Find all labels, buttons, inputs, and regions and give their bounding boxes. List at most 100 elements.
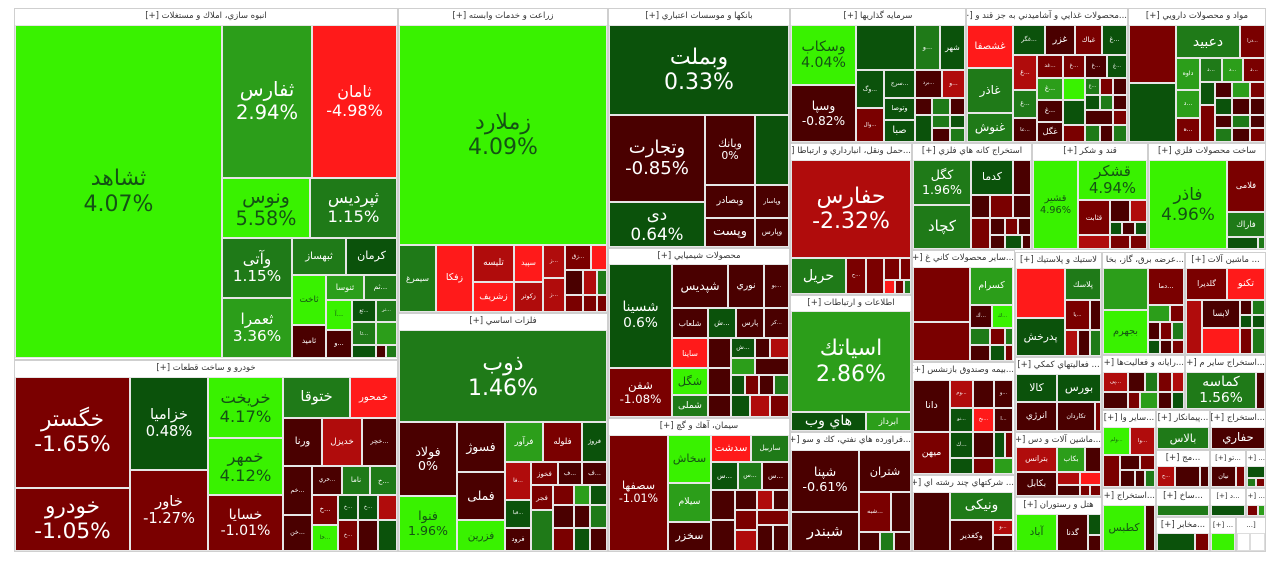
stock-cell[interactable]: فولاد 0% [399,422,457,496]
stock-cell[interactable]: ...خم [283,466,312,515]
stock-cell[interactable] [1148,305,1170,322]
stock-cell[interactable]: ورنا [283,418,322,466]
stock-cell[interactable] [970,328,990,345]
stock-cell[interactable] [990,218,1005,235]
sector-header[interactable]: ... [+] [1212,521,1234,529]
stock-cell[interactable] [1078,235,1110,249]
stock-cell[interactable]: ...زق [565,245,591,270]
stock-cell[interactable] [1256,478,1265,487]
stock-cell[interactable]: ...و [915,25,940,70]
sector-header[interactable]: ساخت محصولات فلزي [+] [1157,146,1257,156]
stock-cell[interactable]: هاي وب [791,412,866,431]
stock-cell[interactable] [970,345,990,361]
stock-cell[interactable] [378,495,397,520]
stock-cell[interactable]: ...بو [764,264,789,308]
stock-cell[interactable]: ...غ [1102,25,1127,55]
stock-cell[interactable] [711,520,735,551]
stock-cell[interactable] [386,345,397,358]
stock-cell[interactable]: ...سرج [884,70,915,98]
stock-cell[interactable]: ...بخ [973,408,994,432]
sector-header[interactable]: ...ماشين آلات و دس [+] [1016,435,1101,445]
stock-cell[interactable] [1240,300,1252,315]
stock-cell[interactable]: فجر [531,485,553,510]
sector-header[interactable]: لاستيك و پلاستيك [+] [1019,255,1098,265]
stock-cell[interactable] [1145,505,1155,551]
stock-cell[interactable] [1135,222,1147,235]
stock-cell[interactable]: فرآور [505,422,543,462]
stock-cell[interactable] [990,195,1013,218]
stock-cell[interactable] [1252,315,1265,328]
stock-cell[interactable]: غنوش [967,113,1013,142]
sector-header[interactable]: ...رايانه و فعاليت‌ها [+] [1103,358,1184,368]
stock-cell[interactable] [915,115,932,142]
stock-cell[interactable] [1016,268,1065,318]
stock-cell[interactable] [866,258,884,294]
stock-cell[interactable] [574,528,590,551]
stock-cell[interactable] [1237,533,1250,551]
stock-cell[interactable] [1120,455,1140,470]
stock-cell[interactable] [1211,533,1235,551]
stock-cell[interactable]: فخوز [531,462,558,485]
stock-cell[interactable] [1088,535,1101,551]
stock-cell[interactable]: ثعمرا 3.36% [222,298,292,358]
stock-cell[interactable] [1258,237,1265,249]
stock-cell[interactable]: پلاسك [1065,268,1101,300]
stock-cell[interactable] [770,395,789,417]
stock-cell[interactable]: ...س [711,462,738,490]
sector-header[interactable]: ...حمل ونقل، انبارداري و ارتباطا [+] [791,146,911,156]
stock-cell[interactable] [994,432,1005,458]
stock-cell[interactable] [731,375,745,395]
stock-cell[interactable]: سیمرغ [399,245,436,312]
stock-cell[interactable] [565,295,583,312]
stock-cell[interactable] [1202,328,1240,354]
stock-cell[interactable]: دی 0.64% [609,202,705,247]
stock-cell[interactable]: ونیكی [950,492,1013,520]
sector-header[interactable]: محصولات شیمیایي [+] [657,251,741,261]
stock-cell[interactable]: شسینا 0.6% [609,264,672,368]
stock-cell[interactable]: ...د [1222,58,1243,82]
stock-cell[interactable]: ...س [738,462,762,490]
stock-cell[interactable] [900,258,911,280]
stock-cell[interactable] [553,505,574,528]
stock-cell[interactable] [1063,125,1085,142]
stock-cell[interactable]: وتوصا [884,98,915,120]
stock-cell[interactable]: ...د [1200,58,1222,82]
stock-cell[interactable] [708,368,731,395]
stock-cell[interactable]: ...غ [1063,55,1085,78]
stock-cell[interactable] [1005,218,1018,235]
stock-cell[interactable]: سخاش [668,435,711,483]
stock-cell[interactable]: فروژ [582,422,607,462]
sector-header[interactable]: ... [+] [1247,454,1265,462]
stock-cell[interactable] [1005,432,1013,458]
stock-cell[interactable] [973,458,994,474]
stock-cell[interactable] [1128,392,1140,409]
stock-cell[interactable] [590,528,607,551]
stock-cell[interactable]: ...شبه [859,492,891,532]
stock-cell[interactable]: ...غ [1013,55,1037,90]
stock-cell[interactable] [1110,222,1122,235]
stock-cell[interactable]: ...د [1243,58,1265,82]
stock-cell[interactable]: حریل [791,258,846,294]
stock-cell[interactable] [990,328,1005,345]
stock-cell[interactable] [971,195,990,218]
stock-cell[interactable] [1200,105,1215,142]
stock-cell[interactable] [553,528,574,551]
stock-cell[interactable] [565,270,583,295]
stock-cell[interactable]: وبصادر [705,185,755,218]
stock-cell[interactable] [1110,235,1130,249]
stock-cell[interactable] [990,345,1005,361]
stock-cell[interactable]: پدرخش [1016,318,1065,356]
stock-cell[interactable] [1148,322,1160,340]
stock-cell[interactable] [1200,466,1209,487]
stock-cell[interactable]: ...ز [543,278,565,312]
stock-cell[interactable]: قثابت [1078,200,1110,235]
stock-cell[interactable] [757,525,773,551]
stock-cell[interactable]: فاراك [1227,212,1265,237]
stock-cell[interactable] [553,485,574,505]
stock-cell[interactable]: فزرین [457,520,505,551]
stock-cell[interactable]: وبملت 0.33% [609,25,789,115]
stock-cell[interactable]: دانا [913,380,950,432]
stock-cell[interactable]: شپنا -0.61% [791,450,859,512]
stock-cell[interactable]: ...غ [1037,100,1063,122]
stock-cell[interactable] [1113,78,1127,95]
